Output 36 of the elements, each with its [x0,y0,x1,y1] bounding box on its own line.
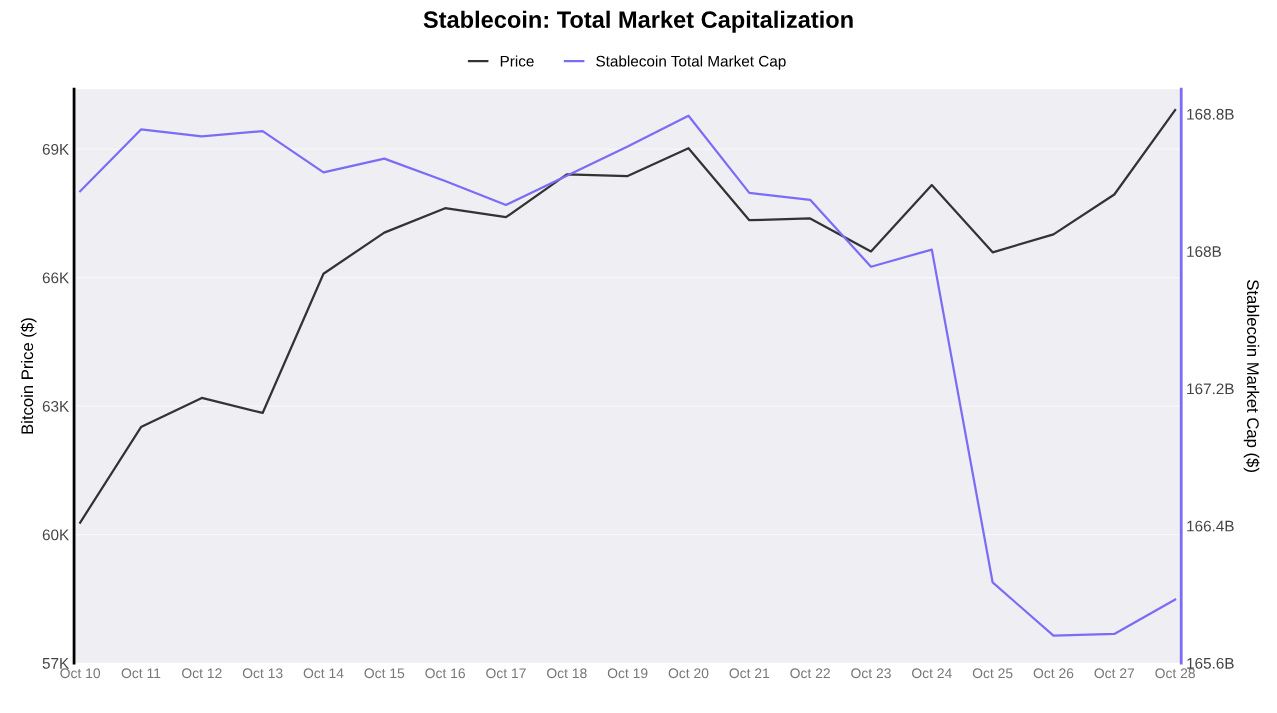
x-tick-label: Oct 16 [425,668,465,679]
y2-tick-label: 168B [1187,246,1221,257]
y-tick-label: 57K [42,658,70,669]
x-tick-label: Oct 14 [303,668,344,679]
x-tick-label: Oct 11 [121,668,161,679]
x-tick-label: Oct 25 [972,668,1013,679]
x-tick-label: Oct 12 [182,668,222,679]
x-tick-label: Oct 17 [486,668,526,679]
line-series [79,109,1177,524]
y2-tick-label: 166.4B [1187,520,1234,532]
x-tick-label: Oct 19 [607,668,648,679]
y2-tick-label: 167.2B [1187,383,1234,395]
x-tick-label: Oct 23 [851,668,891,679]
x-tick-label: Oct 13 [242,668,283,679]
x-tick-label: Oct 27 [1094,668,1135,679]
line-series [79,114,1177,637]
x-tick-label: Oct 15 [364,668,405,679]
x-tick-label: Oct 18 [547,668,587,679]
y2-tick-label: 168.8B [1187,108,1234,120]
x-tick-label: Oct 21 [729,668,770,679]
y2-tick-label: 165.6B [1187,657,1234,669]
x-tick-label: Oct 28 [1155,668,1195,679]
y-tick-label: 66K [42,272,70,284]
x-tick-label: Oct 26 [1033,668,1074,679]
y-tick-label: 69K [42,143,70,155]
y-tick-label: 60K [42,529,70,541]
x-tick-label: Oct 24 [912,668,952,679]
y-axis-title: Bitcoin Price ($) [20,318,37,434]
x-tick-label: Oct 20 [668,668,709,679]
chart-title: Stablecoin: Total Market Capitalization [423,10,853,33]
y2-axis-title: Stablecoin Market Cap ($) [1243,280,1260,472]
legend-label: Price [500,55,534,67]
legend-label: Stablecoin Total Market Cap [596,55,786,70]
y-tick-label: 63K [42,400,70,412]
x-tick-label: Oct 10 [60,668,101,679]
x-tick-label: Oct 22 [790,668,830,679]
